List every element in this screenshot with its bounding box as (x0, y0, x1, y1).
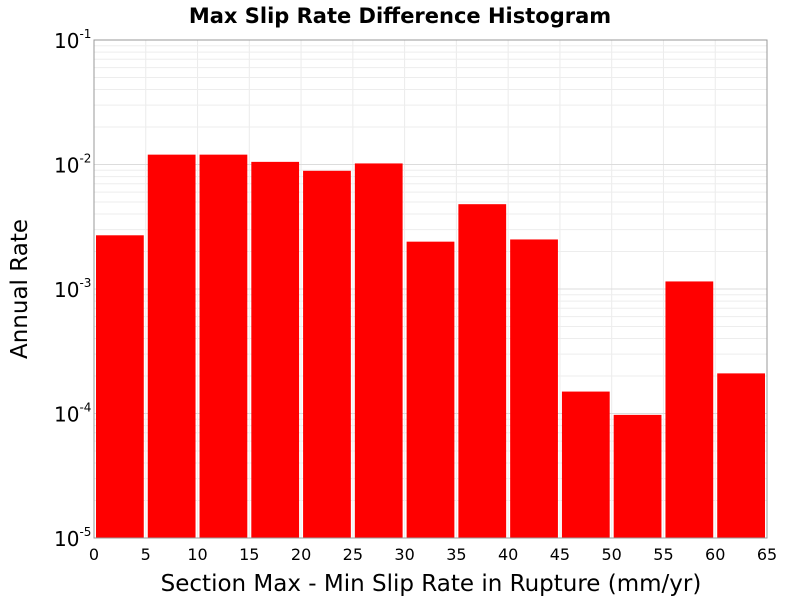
y-tick-label: 10-1 (54, 27, 91, 53)
y-tick-labels: 10-5 10-4 10-3 10-2 10-1 (54, 27, 91, 551)
histogram-bar (406, 241, 455, 538)
histogram-bar (199, 154, 248, 538)
histogram-bar (665, 281, 714, 538)
x-tick-label: 30 (394, 545, 414, 564)
x-tick-label: 60 (705, 545, 725, 564)
x-tick-label: 5 (141, 545, 151, 564)
x-tick-label: 35 (446, 545, 466, 564)
histogram-bar (510, 239, 558, 538)
x-tick-label: 55 (653, 545, 673, 564)
histogram-bar (147, 154, 196, 538)
x-tick-label: 10 (187, 545, 207, 564)
x-tick-label: 40 (498, 545, 518, 564)
y-tick-label: 10-3 (54, 276, 91, 302)
x-tick-label: 65 (757, 545, 777, 564)
x-tick-label: 0 (89, 545, 99, 564)
histogram-bar (561, 391, 610, 538)
histogram-bar (354, 163, 403, 539)
x-tick-label: 50 (602, 545, 622, 564)
x-tick-label: 15 (239, 545, 259, 564)
x-tick-label: 20 (291, 545, 311, 564)
histogram-bar (613, 414, 662, 538)
y-tick-label: 10-5 (54, 525, 91, 551)
x-axis-label: Section Max - Min Slip Rate in Rupture (… (161, 571, 702, 597)
histogram-bar (251, 161, 300, 538)
x-tick-label: 45 (550, 545, 570, 564)
y-axis-label: Annual Rate (7, 219, 33, 359)
x-tick-labels: 0 5 10 15 20 25 30 35 40 45 50 55 60 65 (89, 545, 777, 564)
plot-frame (93, 39, 768, 539)
y-tick-label: 10-4 (54, 401, 91, 427)
chart-title: Max Slip Rate Difference Histogram (189, 4, 611, 28)
y-tick-label: 10-2 (54, 152, 91, 178)
histogram-bar (96, 235, 144, 538)
x-tick-label: 25 (343, 545, 363, 564)
histogram-bar (458, 204, 507, 538)
histogram-bar (303, 170, 351, 538)
bars (96, 154, 765, 539)
histogram-bar (717, 373, 765, 538)
